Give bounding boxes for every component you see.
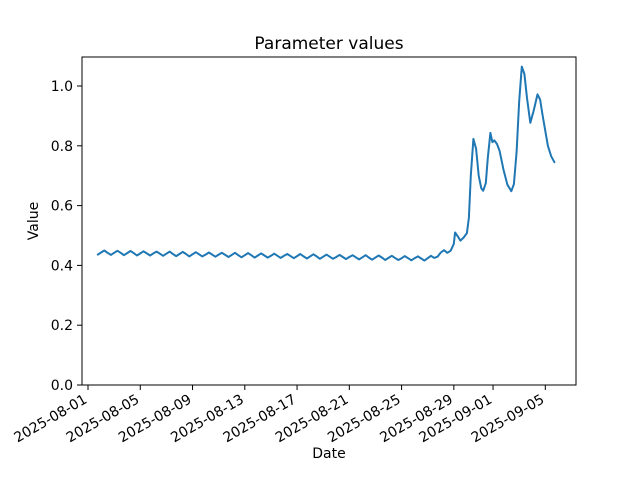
chart-title: Parameter values bbox=[254, 34, 404, 54]
y-tick-label: 0.8 bbox=[51, 139, 73, 155]
y-tick-label: 0.0 bbox=[51, 378, 73, 394]
y-tick-label: 0.6 bbox=[51, 199, 73, 215]
y-tick-label: 1.0 bbox=[51, 79, 73, 95]
data-line-parameter-value bbox=[96, 65, 556, 262]
y-tick-label: 0.2 bbox=[51, 318, 73, 334]
y-axis-label: Value bbox=[26, 201, 42, 241]
x-axis-label: Date bbox=[312, 446, 346, 462]
y-tick-label: 0.4 bbox=[51, 258, 73, 274]
plot-area bbox=[81, 56, 577, 386]
